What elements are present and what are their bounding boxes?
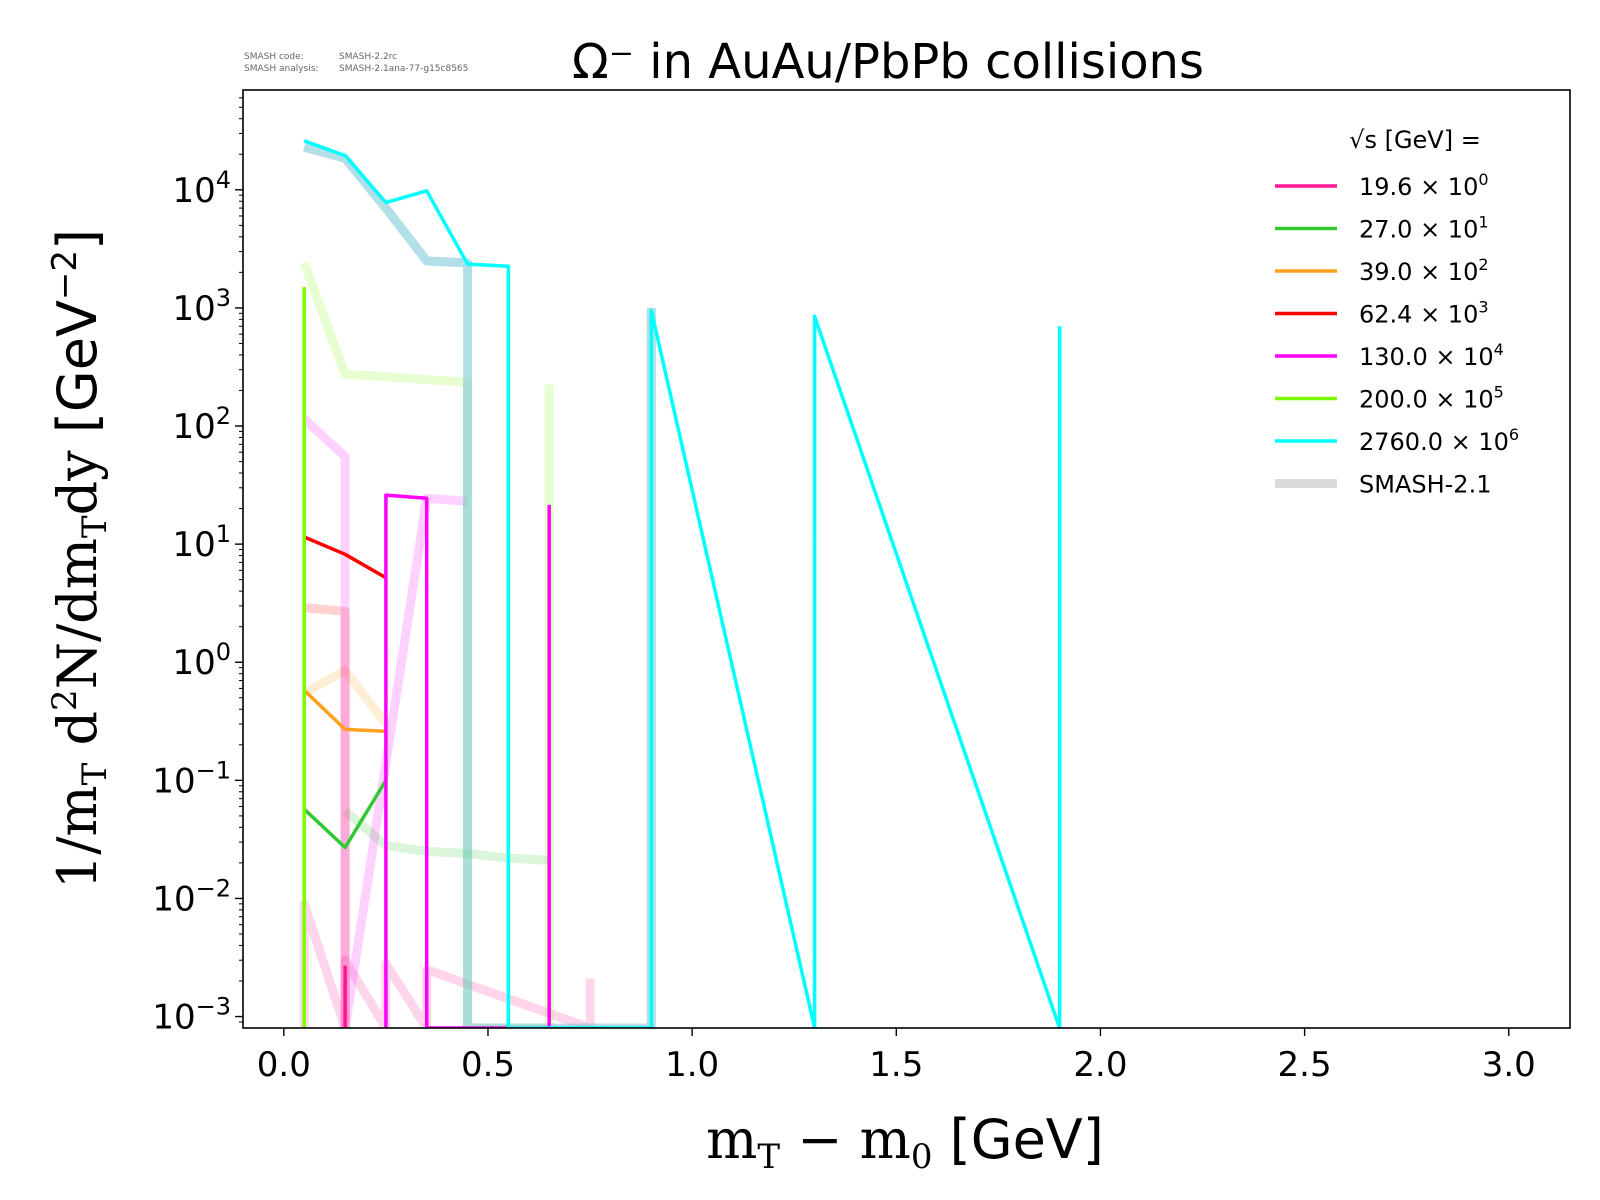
smash-line-3 [303,603,350,1028]
x-tick-label: 3.0 [1482,1045,1536,1085]
x-tick-label: 2.5 [1278,1045,1332,1085]
smash-info: SMASH code: SMASH-2.2rc SMASH analysis: … [244,52,468,74]
smash-analysis-value: SMASH-2.1ana-77-g15c8565 [339,64,468,74]
smash-code-label: SMASH code: [244,52,304,62]
legend-label-0: 19.6 × 100 [1359,170,1489,201]
smash-line-2 [302,666,390,727]
y-tick-label: 102 [172,402,231,447]
legend-label-4: 130.0 × 104 [1359,340,1504,371]
series-line-1 [303,779,388,850]
x-tick-label: 1.0 [665,1045,719,1085]
series-line-6 [303,139,1062,1028]
series-line-3 [303,535,387,580]
smash-line-1 [342,807,550,865]
legend-title: √s [GeV] = [1349,126,1481,154]
plot-area [299,139,1062,1028]
legend-label-6: 2760.0 × 106 [1359,425,1519,456]
chart-title: Ω⁻ in AuAu/PbPb collisions [572,34,1204,90]
axes-frame [242,89,1571,1029]
smash-line-reference [303,142,656,1028]
legend-label-smash: SMASH-2.1 [1359,471,1491,499]
y-tick-label: 10−1 [152,756,231,801]
y-axis-label: 1/mT d2N/dmTdy [GeV−2] [45,229,115,889]
y-axis: 10−3 10−2 10−1 100 101 102 103 104 [152,97,243,1038]
series-line-2 [302,688,386,734]
x-tick-label: 2.0 [1073,1045,1127,1085]
x-tick-label: 1.5 [869,1045,923,1085]
y-tick-label: 10−3 [152,993,231,1038]
x-axis: 0.0 0.5 1.0 1.5 2.0 2.5 3.0 [257,1028,1536,1085]
smash-code-value: SMASH-2.2rc [339,52,397,62]
smash-line-4 [301,415,468,1028]
legend-label-1: 27.0 × 101 [1359,213,1489,244]
y-tick-label: 103 [172,284,231,329]
y-tick-label: 101 [172,520,231,565]
y-tick-label: 10−2 [152,874,231,919]
series-line-4 [384,493,551,1028]
y-tick-label: 104 [172,166,231,211]
smash-analysis-label: SMASH analysis: [244,64,318,74]
x-tick-label: 0.0 [257,1045,311,1085]
x-tick-label: 0.5 [461,1045,515,1085]
x-axis-label: mT − m0 [GeV] [706,1108,1104,1177]
legend: √s [GeV] = 19.6 × 100 27.0 × 101 39.0 × 102… [1275,126,1519,499]
legend-label-2: 39.0 × 102 [1359,255,1489,286]
legend-label-3: 62.4 × 103 [1359,298,1489,329]
legend-label-5: 200.0 × 105 [1359,383,1504,414]
y-tick-label: 100 [172,638,231,683]
smash-line-6 [303,142,656,1028]
